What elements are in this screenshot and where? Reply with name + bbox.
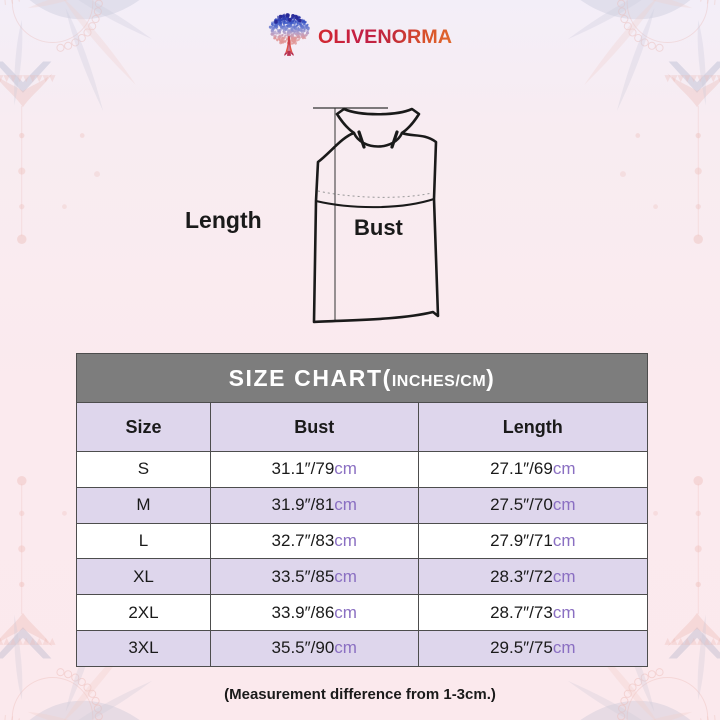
svg-text:Length: Length (185, 207, 262, 233)
svg-text:Bust: Bust (354, 215, 404, 240)
